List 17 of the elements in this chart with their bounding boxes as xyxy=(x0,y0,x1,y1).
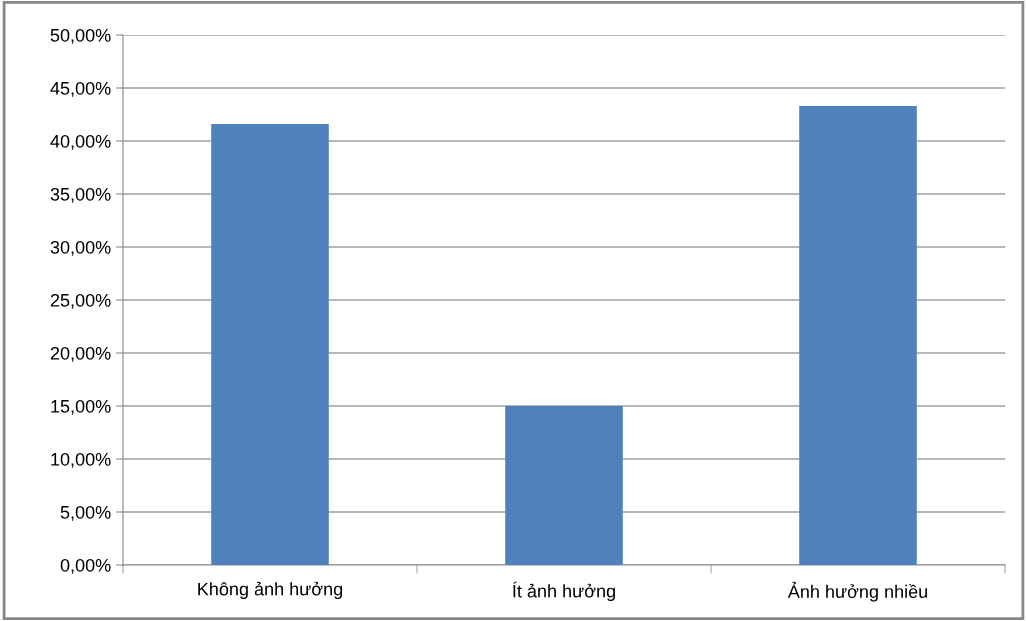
bar xyxy=(505,406,623,565)
y-tick-label: 50,00% xyxy=(50,28,111,44)
y-tick-label: 40,00% xyxy=(50,134,111,150)
bar xyxy=(211,124,329,565)
y-tick-label: 5,00% xyxy=(60,505,111,521)
bar xyxy=(799,106,917,565)
y-tick-label: 10,00% xyxy=(51,452,111,468)
y-tick-label: 20,00% xyxy=(50,346,111,362)
y-tick-label: 45,00% xyxy=(50,81,111,97)
y-tick-label: 35,00% xyxy=(50,187,111,203)
x-tick-label: Không ảnh hưởng xyxy=(198,581,343,600)
y-tick-label: 0,00% xyxy=(60,558,111,574)
y-tick-label: 15,00% xyxy=(51,399,111,415)
x-tick-label: Ảnh hưởng nhiều xyxy=(787,581,927,602)
x-tick-label: Ít ảnh hưởng xyxy=(513,581,615,602)
y-tick-label: 25,00% xyxy=(50,293,111,309)
y-tick-label: 30,00% xyxy=(50,240,111,256)
